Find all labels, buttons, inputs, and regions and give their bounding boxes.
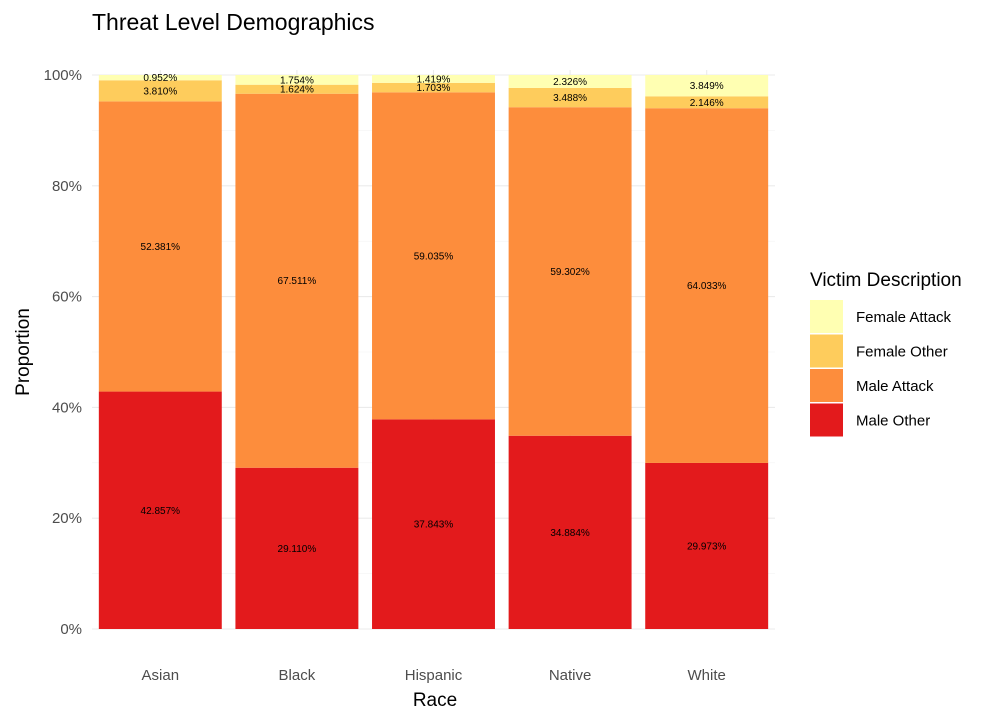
legend-label-male-attack: Male Attack (856, 378, 934, 395)
bar-segment-female-other-native (508, 87, 632, 108)
bar-segment-female-attack-native (508, 75, 632, 88)
bar-label-female-attack-white: 3.849% (690, 81, 724, 92)
bar-labels: 42.857% 52.381% 3.810% 0.952% 29.110% 67.511%… (141, 73, 727, 555)
x-tick-label: Hispanic (405, 667, 463, 684)
bar-segment-female-other-hispanic (372, 82, 495, 93)
chart-title: Threat Level Demographics (92, 9, 375, 35)
bar-label-female-attack-asian: 0.952% (143, 73, 177, 84)
bar-segment-female-attack-hispanic (372, 75, 495, 83)
bar-label-female-other-hispanic: 1.703% (417, 83, 451, 94)
legend-label-female-other: Female Other (856, 344, 948, 361)
y-axis-title: Proportion (13, 308, 34, 396)
legend-title: Victim Description (810, 270, 962, 291)
bar-label-female-attack-hispanic: 1.419% (417, 74, 451, 85)
x-tick-label: White (688, 667, 726, 684)
legend-swatch-female-attack (810, 300, 843, 333)
bar-segment-male-other-white (645, 462, 769, 629)
y-tick-label: 100% (44, 67, 82, 84)
bar-segment-female-other-white (645, 96, 769, 109)
bar-label-female-attack-black: 1.754% (280, 75, 314, 86)
x-axis-title: Race (413, 690, 457, 711)
y-tick-label: 0% (60, 621, 82, 638)
bar-segment-male-other-asian (98, 391, 222, 629)
bar-label-male-other-asian: 42.857% (141, 506, 181, 517)
legend-swatch-female-other (810, 334, 843, 368)
y-tick-label: 20% (52, 510, 82, 527)
bar-label-female-other-asian: 3.810% (143, 86, 177, 97)
y-tick-label: 40% (52, 399, 82, 416)
x-tick-label: Native (549, 667, 592, 684)
bar-segment-male-other-native (508, 435, 632, 629)
bar-segment-male-attack-hispanic (372, 92, 495, 420)
x-tick-label: Black (279, 667, 316, 684)
bar-label-male-other-hispanic: 37.843% (414, 520, 454, 531)
y-tick-label: 80% (52, 178, 82, 195)
legend-label-female-attack: Female Attack (856, 309, 952, 326)
bar-segment-female-attack-asian (98, 75, 222, 81)
bar-segment-male-attack-white (645, 108, 769, 463)
bar-label-male-attack-asian: 52.381% (141, 242, 181, 253)
bar-segment-male-other-hispanic (372, 419, 495, 629)
y-tick-label: 60% (52, 289, 82, 306)
bar-segment-male-attack-black (235, 93, 359, 468)
bar-segment-male-attack-native (508, 107, 632, 436)
legend-label-male-other: Male Other (856, 413, 930, 430)
bar-label-male-other-black: 29.110% (278, 544, 317, 555)
bar-segment-male-other-black (235, 467, 359, 629)
bars (98, 74, 769, 629)
bar-segment-female-other-black (235, 84, 359, 94)
legend-swatch-male-attack (810, 369, 843, 402)
legend: Victim Description Female Attack Female O… (810, 270, 962, 437)
bar-segment-female-attack-white (645, 74, 769, 97)
bar-label-female-other-black: 1.624% (280, 85, 314, 96)
bar-segment-female-attack-black (235, 75, 359, 85)
bar-label-male-other-white: 29.973% (687, 541, 727, 552)
bar-label-female-attack-native: 2.326% (553, 77, 587, 88)
y-axis: 0% 20% 40% 60% 80% 100% (44, 67, 82, 638)
bar-label-male-attack-black: 67.511% (278, 276, 317, 287)
legend-swatch-male-other (810, 403, 843, 437)
bar-label-male-other-native: 34.884% (550, 528, 590, 539)
bar-label-male-attack-hispanic: 59.035% (414, 251, 454, 262)
bar-label-male-attack-white: 64.033% (687, 281, 727, 292)
x-axis: Asian Black Hispanic Native White (142, 667, 726, 684)
bar-segment-male-attack-asian (98, 101, 222, 392)
x-tick-label: Asian (142, 667, 180, 684)
bar-label-female-other-native: 3.488% (553, 93, 587, 104)
bar-label-male-attack-native: 59.302% (550, 267, 590, 278)
bar-label-female-other-white: 2.146% (690, 98, 724, 109)
bar-segment-female-other-asian (98, 80, 222, 102)
